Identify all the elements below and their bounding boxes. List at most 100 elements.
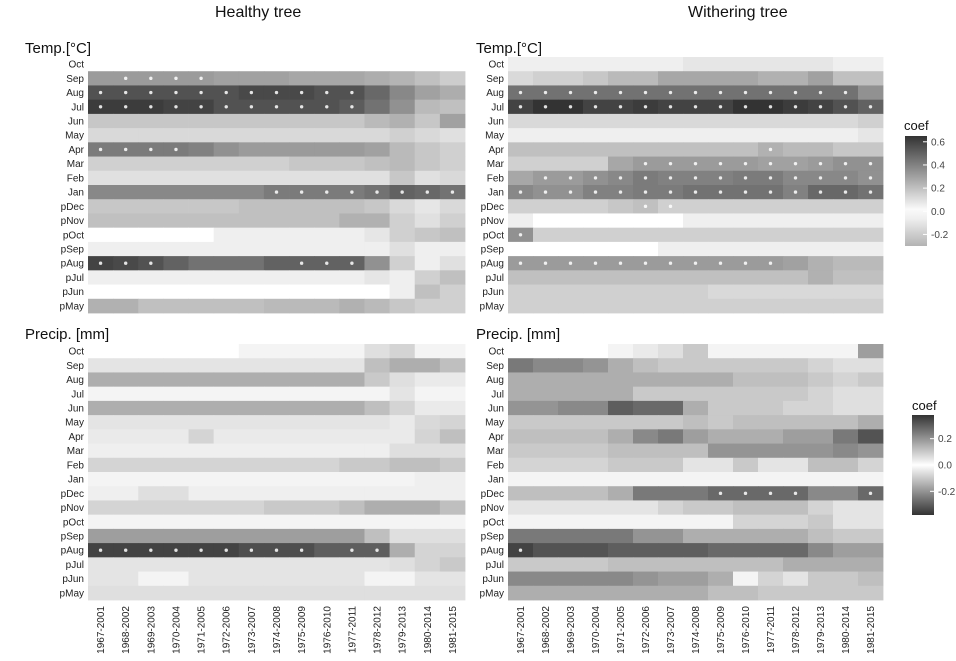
- heatmap-cell: [314, 57, 340, 72]
- heatmap-cell: [808, 429, 834, 444]
- heatmap-cell: [138, 514, 164, 530]
- heatmap-cell: [683, 213, 709, 229]
- heatmap-cell: [833, 514, 859, 530]
- heatmap-cell: [163, 256, 189, 271]
- heatmap-cell: [163, 113, 189, 129]
- heatmap-cell: [289, 227, 315, 243]
- heatmap-cell: [163, 128, 189, 143]
- row-label: Mar: [67, 159, 85, 170]
- heatmap-cell: [88, 199, 114, 214]
- heatmap-cell: [439, 156, 466, 172]
- heatmap-cell: [188, 557, 215, 572]
- significance-marker: [568, 176, 573, 180]
- row-label: May: [485, 418, 504, 429]
- heatmap-cell: [238, 170, 265, 186]
- heatmap-cell: [708, 457, 734, 473]
- heatmap-cell: [339, 170, 365, 186]
- heatmap-cell: [213, 256, 240, 271]
- significance-marker: [174, 105, 178, 109]
- heatmap-cell: [533, 528, 559, 544]
- heatmap-cell: [263, 528, 290, 544]
- heatmap-cell: [583, 429, 609, 444]
- heatmap-cell: [558, 415, 584, 430]
- column-title-healthy: Healthy tree: [215, 4, 302, 21]
- heatmap-cell: [558, 514, 584, 530]
- significance-marker: [124, 105, 128, 109]
- heatmap-cell: [389, 199, 416, 214]
- heatmap-cell: [558, 400, 584, 416]
- heatmap-cell: [833, 443, 859, 459]
- row-label: Jul: [491, 389, 504, 400]
- row-label: Jun: [68, 404, 84, 415]
- heatmap-cell: [733, 585, 759, 601]
- heatmap-cell: [708, 372, 734, 388]
- heatmap-cell: [263, 500, 290, 516]
- heatmap-cell: [113, 571, 139, 587]
- legend-title-temp: coef: [904, 118, 929, 133]
- heatmap-cell: [683, 372, 709, 388]
- significance-marker: [350, 90, 354, 95]
- heatmap-cell: [783, 400, 809, 416]
- heatmap-cell: [163, 344, 189, 359]
- heatmap-cell: [533, 472, 559, 487]
- heatmap-cell: [163, 57, 189, 72]
- row-label: Jan: [68, 475, 84, 486]
- heatmap-cell: [733, 71, 759, 86]
- heatmap-cell: [533, 400, 559, 416]
- heatmap-cell: [364, 270, 390, 285]
- x-tick-label: 1978-2012: [373, 606, 384, 654]
- heatmap-cell: [558, 585, 584, 601]
- heatmap-cell: [213, 400, 240, 416]
- row-label: Oct: [68, 347, 84, 358]
- heatmap-cell: [808, 113, 834, 129]
- heatmap-cell: [833, 486, 859, 501]
- heatmap-cell: [558, 128, 584, 143]
- heatmap-cell: [783, 298, 809, 314]
- heatmap-cell: [583, 213, 609, 229]
- significance-marker: [518, 90, 523, 95]
- heatmap-cell: [833, 71, 859, 86]
- heatmap-cell: [708, 57, 734, 72]
- heatmap-cell: [263, 358, 290, 373]
- heatmap-cell: [389, 514, 416, 530]
- heatmap-cell: [533, 113, 559, 129]
- heatmap-cell: [439, 429, 466, 444]
- heatmap-cell: [289, 486, 315, 501]
- heatmap-cell: [314, 227, 340, 243]
- heatmap-cell: [138, 344, 164, 359]
- row-label: pJul: [66, 560, 84, 571]
- heatmap-cell: [113, 213, 139, 229]
- heatmap-cell: [558, 443, 584, 459]
- heatmap-cell: [558, 528, 584, 544]
- heatmap-cell: [608, 213, 634, 229]
- significance-marker: [543, 261, 548, 265]
- heatmap-cell: [533, 344, 559, 359]
- heatmap-cell: [138, 156, 164, 172]
- heatmap-cell: [389, 71, 416, 86]
- heatmap-cell: [339, 571, 365, 587]
- heatmap-cell: [439, 500, 466, 516]
- heatmap-cell: [263, 113, 290, 129]
- heatmap-cell: [439, 241, 466, 257]
- heatmap-cell: [558, 270, 584, 285]
- significance-marker: [843, 105, 848, 109]
- heatmap-cell: [364, 85, 390, 101]
- heatmap-cell: [783, 500, 809, 516]
- heatmap-cell: [708, 571, 734, 587]
- heatmap-cell: [188, 227, 215, 243]
- heatmap-cell: [389, 443, 416, 459]
- heatmap-cell: [88, 270, 114, 285]
- heatmap-cell: [138, 415, 164, 430]
- heatmap-cell: [683, 241, 709, 257]
- heatmap-cell: [708, 142, 734, 157]
- heatmap-cell: [88, 113, 114, 129]
- significance-marker: [518, 233, 523, 237]
- heatmap-cell: [783, 457, 809, 473]
- heatmap-cell: [733, 128, 759, 143]
- heatmap-cell: [263, 270, 290, 285]
- heatmap-cell: [188, 457, 215, 473]
- legend-tick-label: 0.0: [938, 461, 952, 472]
- heatmap-cell: [583, 500, 609, 516]
- significance-marker: [543, 105, 548, 109]
- heatmap-cell: [263, 256, 290, 271]
